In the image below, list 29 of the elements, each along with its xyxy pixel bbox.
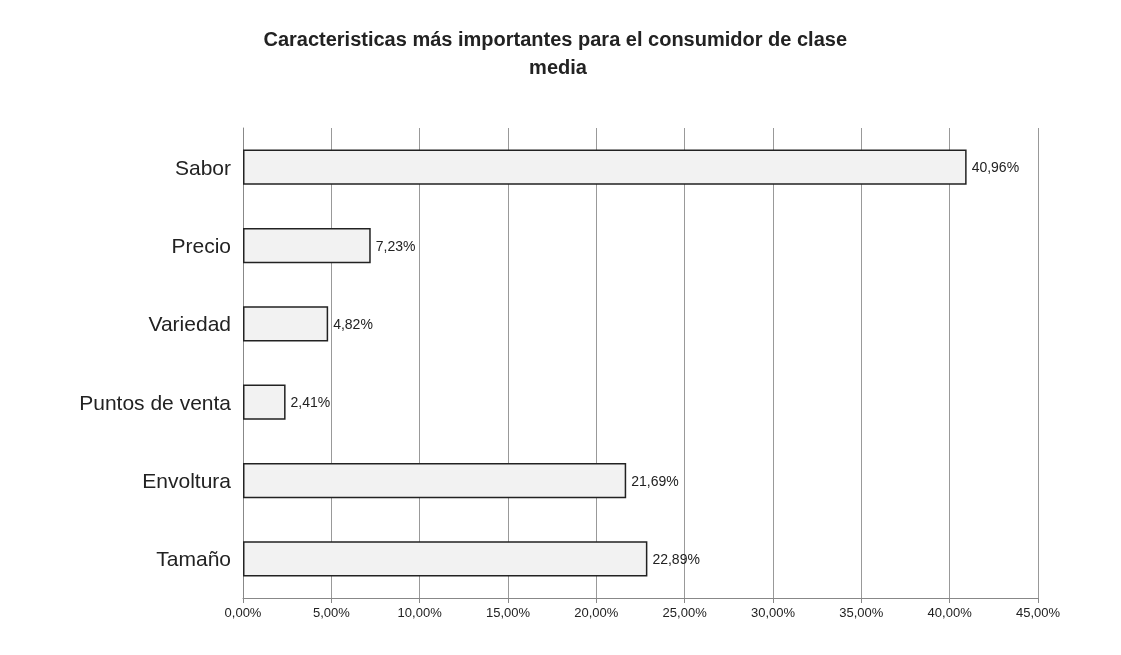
y-tick-label: Precio	[171, 234, 231, 257]
y-tick-label: Sabor	[174, 155, 231, 179]
x-tick-label: 5,00%	[312, 605, 351, 620]
data-label: 21,69%	[631, 472, 679, 489]
y-tick-label: Envoltura	[142, 469, 232, 492]
data-label: 40,96%	[971, 159, 1020, 176]
x-tick-label: 35,00%	[839, 605, 884, 620]
chart-title: Caracteristicas más importantes para el consumidor de clase media	[263, 28, 853, 78]
x-tick-label: 40,00%	[927, 605, 973, 620]
x-tick-label: 25,00%	[662, 605, 708, 620]
x-tick-label: 15,00%	[485, 605, 531, 620]
x-tick-label: 45,00%	[1015, 605, 1061, 620]
x-tick-label: 30,00%	[750, 605, 796, 620]
x-tick-label: 0,00%	[224, 605, 262, 620]
data-label: 2,41%	[290, 394, 331, 411]
data-label: 7,23%	[375, 237, 416, 254]
data-label: 4,82%	[333, 315, 373, 332]
y-tick-label: Tamaño	[156, 547, 231, 571]
bar	[243, 227, 371, 264]
bar	[243, 306, 329, 342]
bar	[243, 462, 627, 499]
x-tick-label: 10,00%	[397, 605, 443, 620]
y-tick-label: Variedad	[148, 312, 231, 336]
bar	[243, 384, 286, 420]
y-tick-label: Puntos de venta	[79, 390, 232, 414]
x-tick-label: 20,00%	[574, 605, 619, 620]
bar	[243, 541, 648, 577]
data-label: 22,89%	[652, 550, 700, 567]
bar	[243, 149, 967, 185]
